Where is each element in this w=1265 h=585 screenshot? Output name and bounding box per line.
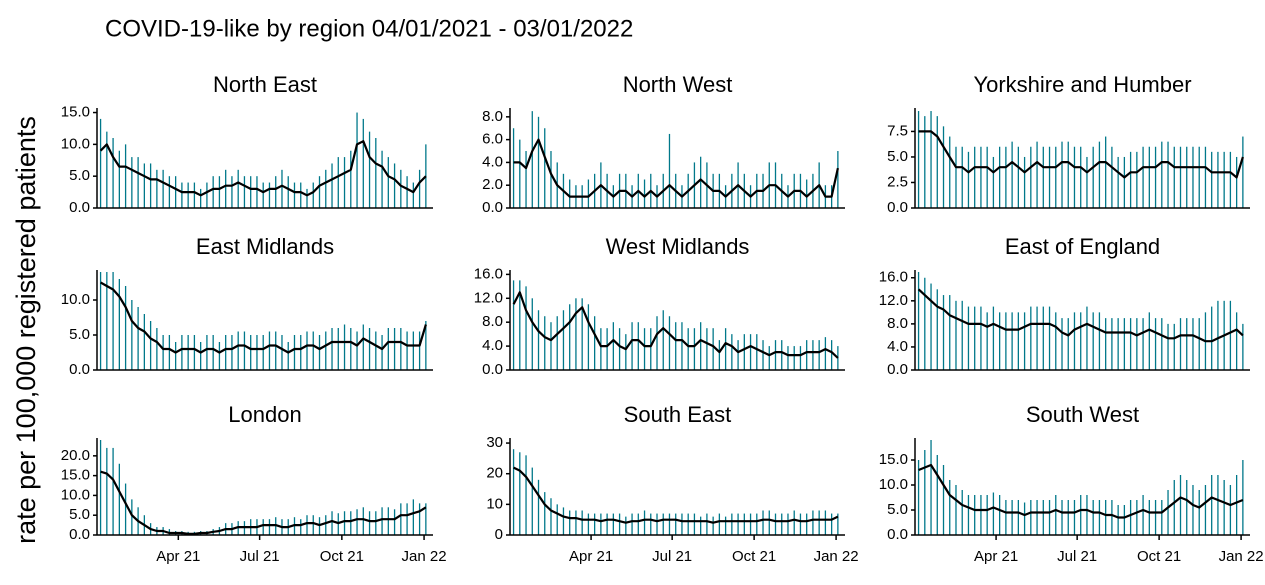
y-tick-label: 8.0	[887, 315, 908, 332]
y-tick-label: 0.0	[69, 361, 90, 378]
y-tick-label: 5.0	[69, 326, 90, 343]
average-line	[513, 466, 839, 524]
y-tick-label: 15.0	[61, 104, 90, 121]
y-tick-label: 4.0	[482, 153, 503, 170]
panel-title: Yorkshire and Humber	[973, 72, 1191, 97]
x-tick-label: Jan 22	[814, 548, 859, 565]
y-tick-label: 30	[486, 434, 503, 451]
y-tick-label: 0.0	[482, 361, 503, 378]
x-tick-label: Jan 22	[402, 548, 447, 565]
average-line	[512, 291, 839, 359]
y-tick-label: 4.0	[482, 337, 503, 354]
average-line	[918, 463, 1244, 519]
y-tick-label: 15.0	[61, 467, 90, 484]
y-tick-label: 5.0	[887, 501, 908, 518]
y-tick-label: 0.0	[887, 526, 908, 543]
y-tick-label: 16.0	[474, 265, 503, 282]
panel-title: East Midlands	[196, 234, 334, 259]
y-tick-label: 10.0	[879, 476, 908, 493]
x-tick-label: Apr 21	[569, 548, 613, 565]
y-tick-label: 5.0	[887, 148, 908, 165]
y-tick-label: 20.0	[61, 447, 90, 464]
x-tick-label: Oct 21	[1137, 548, 1181, 565]
y-tick-label: 20	[486, 465, 503, 482]
y-tick-label: 16.0	[879, 269, 908, 286]
y-axis-label: rate per 100,000 registered patients	[11, 116, 41, 544]
y-tick-label: 2.5	[887, 173, 908, 190]
x-tick-label: Jan 22	[1219, 548, 1264, 565]
panel-title: London	[228, 402, 301, 427]
y-tick-label: 8.0	[482, 313, 503, 330]
y-tick-label: 0.0	[887, 361, 908, 378]
x-tick-label: Apr 21	[156, 548, 200, 565]
y-tick-label: 2.0	[482, 176, 503, 193]
y-tick-label: 4.0	[887, 338, 908, 355]
chart-title: COVID-19-like by region 04/01/2021 - 03/…	[105, 15, 633, 42]
y-tick-label: 0.0	[69, 199, 90, 216]
y-tick-label: 5.0	[69, 167, 90, 184]
y-tick-label: 0.0	[887, 199, 908, 216]
panel-title: East of England	[1005, 234, 1160, 259]
y-tick-label: 7.5	[887, 122, 908, 139]
y-tick-label: 10	[486, 495, 503, 512]
panel-title: South West	[1026, 402, 1139, 427]
panel-title: North West	[623, 72, 733, 97]
y-tick-label: 12.0	[474, 289, 503, 306]
y-tick-label: 15.0	[879, 451, 908, 468]
panel-title: South East	[624, 402, 732, 427]
average-line	[918, 130, 1244, 179]
average-line	[100, 281, 427, 354]
y-tick-label: 8.0	[482, 108, 503, 125]
y-tick-label: 12.0	[879, 292, 908, 309]
y-tick-label: 10.0	[61, 291, 90, 308]
y-tick-label: 6.0	[482, 131, 503, 148]
x-tick-label: Oct 21	[732, 548, 776, 565]
y-tick-label: 0.0	[482, 199, 503, 216]
y-tick-label: 10.0	[61, 486, 90, 503]
x-tick-label: Jul 21	[652, 548, 692, 565]
average-line	[513, 138, 839, 198]
panel-title: North East	[213, 72, 317, 97]
x-tick-label: Apr 21	[974, 548, 1018, 565]
x-tick-label: Jul 21	[1057, 548, 1097, 565]
average-line	[100, 470, 427, 535]
y-tick-label: 10.0	[61, 135, 90, 152]
y-tick-label: 0.0	[69, 526, 90, 543]
y-tick-label: 0	[495, 526, 503, 543]
x-tick-label: Jul 21	[240, 548, 280, 565]
panel-title: West Midlands	[606, 234, 750, 259]
y-tick-label: 5.0	[69, 506, 90, 523]
x-tick-label: Oct 21	[320, 548, 364, 565]
average-line	[917, 288, 1244, 343]
average-line	[99, 140, 427, 197]
